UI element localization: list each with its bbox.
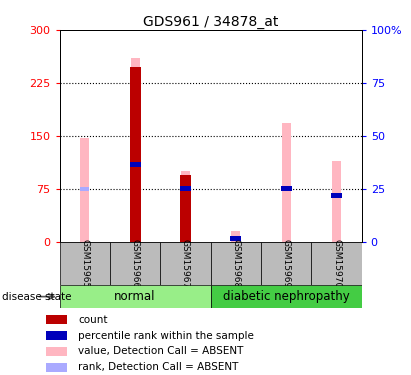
FancyBboxPatch shape [60,242,110,285]
Title: GDS961 / 34878_at: GDS961 / 34878_at [143,15,278,29]
Bar [281,186,292,191]
FancyBboxPatch shape [312,242,362,285]
Text: value, Detection Call = ABSENT: value, Detection Call = ABSENT [78,346,243,356]
Bar [282,123,291,242]
Bar [80,138,89,242]
Text: GSM15970: GSM15970 [332,239,341,288]
Bar [129,67,141,242]
Bar [282,187,291,190]
Text: GSM15965: GSM15965 [80,239,89,288]
Text: normal: normal [114,290,156,303]
FancyBboxPatch shape [261,242,312,285]
Bar [231,231,240,242]
Text: GSM15966: GSM15966 [131,239,140,288]
Text: GSM15969: GSM15969 [282,239,291,288]
FancyBboxPatch shape [60,285,210,308]
FancyBboxPatch shape [210,285,362,308]
FancyBboxPatch shape [160,242,210,285]
Bar [80,187,89,190]
Bar [332,194,341,198]
Bar [46,363,67,372]
Text: rank, Detection Call = ABSENT: rank, Detection Call = ABSENT [78,362,238,372]
Bar [332,160,341,242]
Text: count: count [78,315,107,325]
Bar [180,175,191,242]
FancyBboxPatch shape [110,242,160,285]
Bar [131,58,140,242]
Text: disease state: disease state [2,292,72,302]
Bar [181,171,190,242]
Bar [46,315,67,324]
Bar [46,347,67,356]
Text: GSM15968: GSM15968 [231,239,240,288]
FancyBboxPatch shape [210,242,261,285]
Bar [230,236,241,241]
Text: GSM15967: GSM15967 [181,239,190,288]
Text: percentile rank within the sample: percentile rank within the sample [78,331,254,340]
Bar [331,194,342,198]
Bar [46,331,67,340]
Bar [231,237,240,240]
Bar [129,162,141,166]
Text: diabetic nephropathy: diabetic nephropathy [223,290,349,303]
Bar [180,186,191,191]
